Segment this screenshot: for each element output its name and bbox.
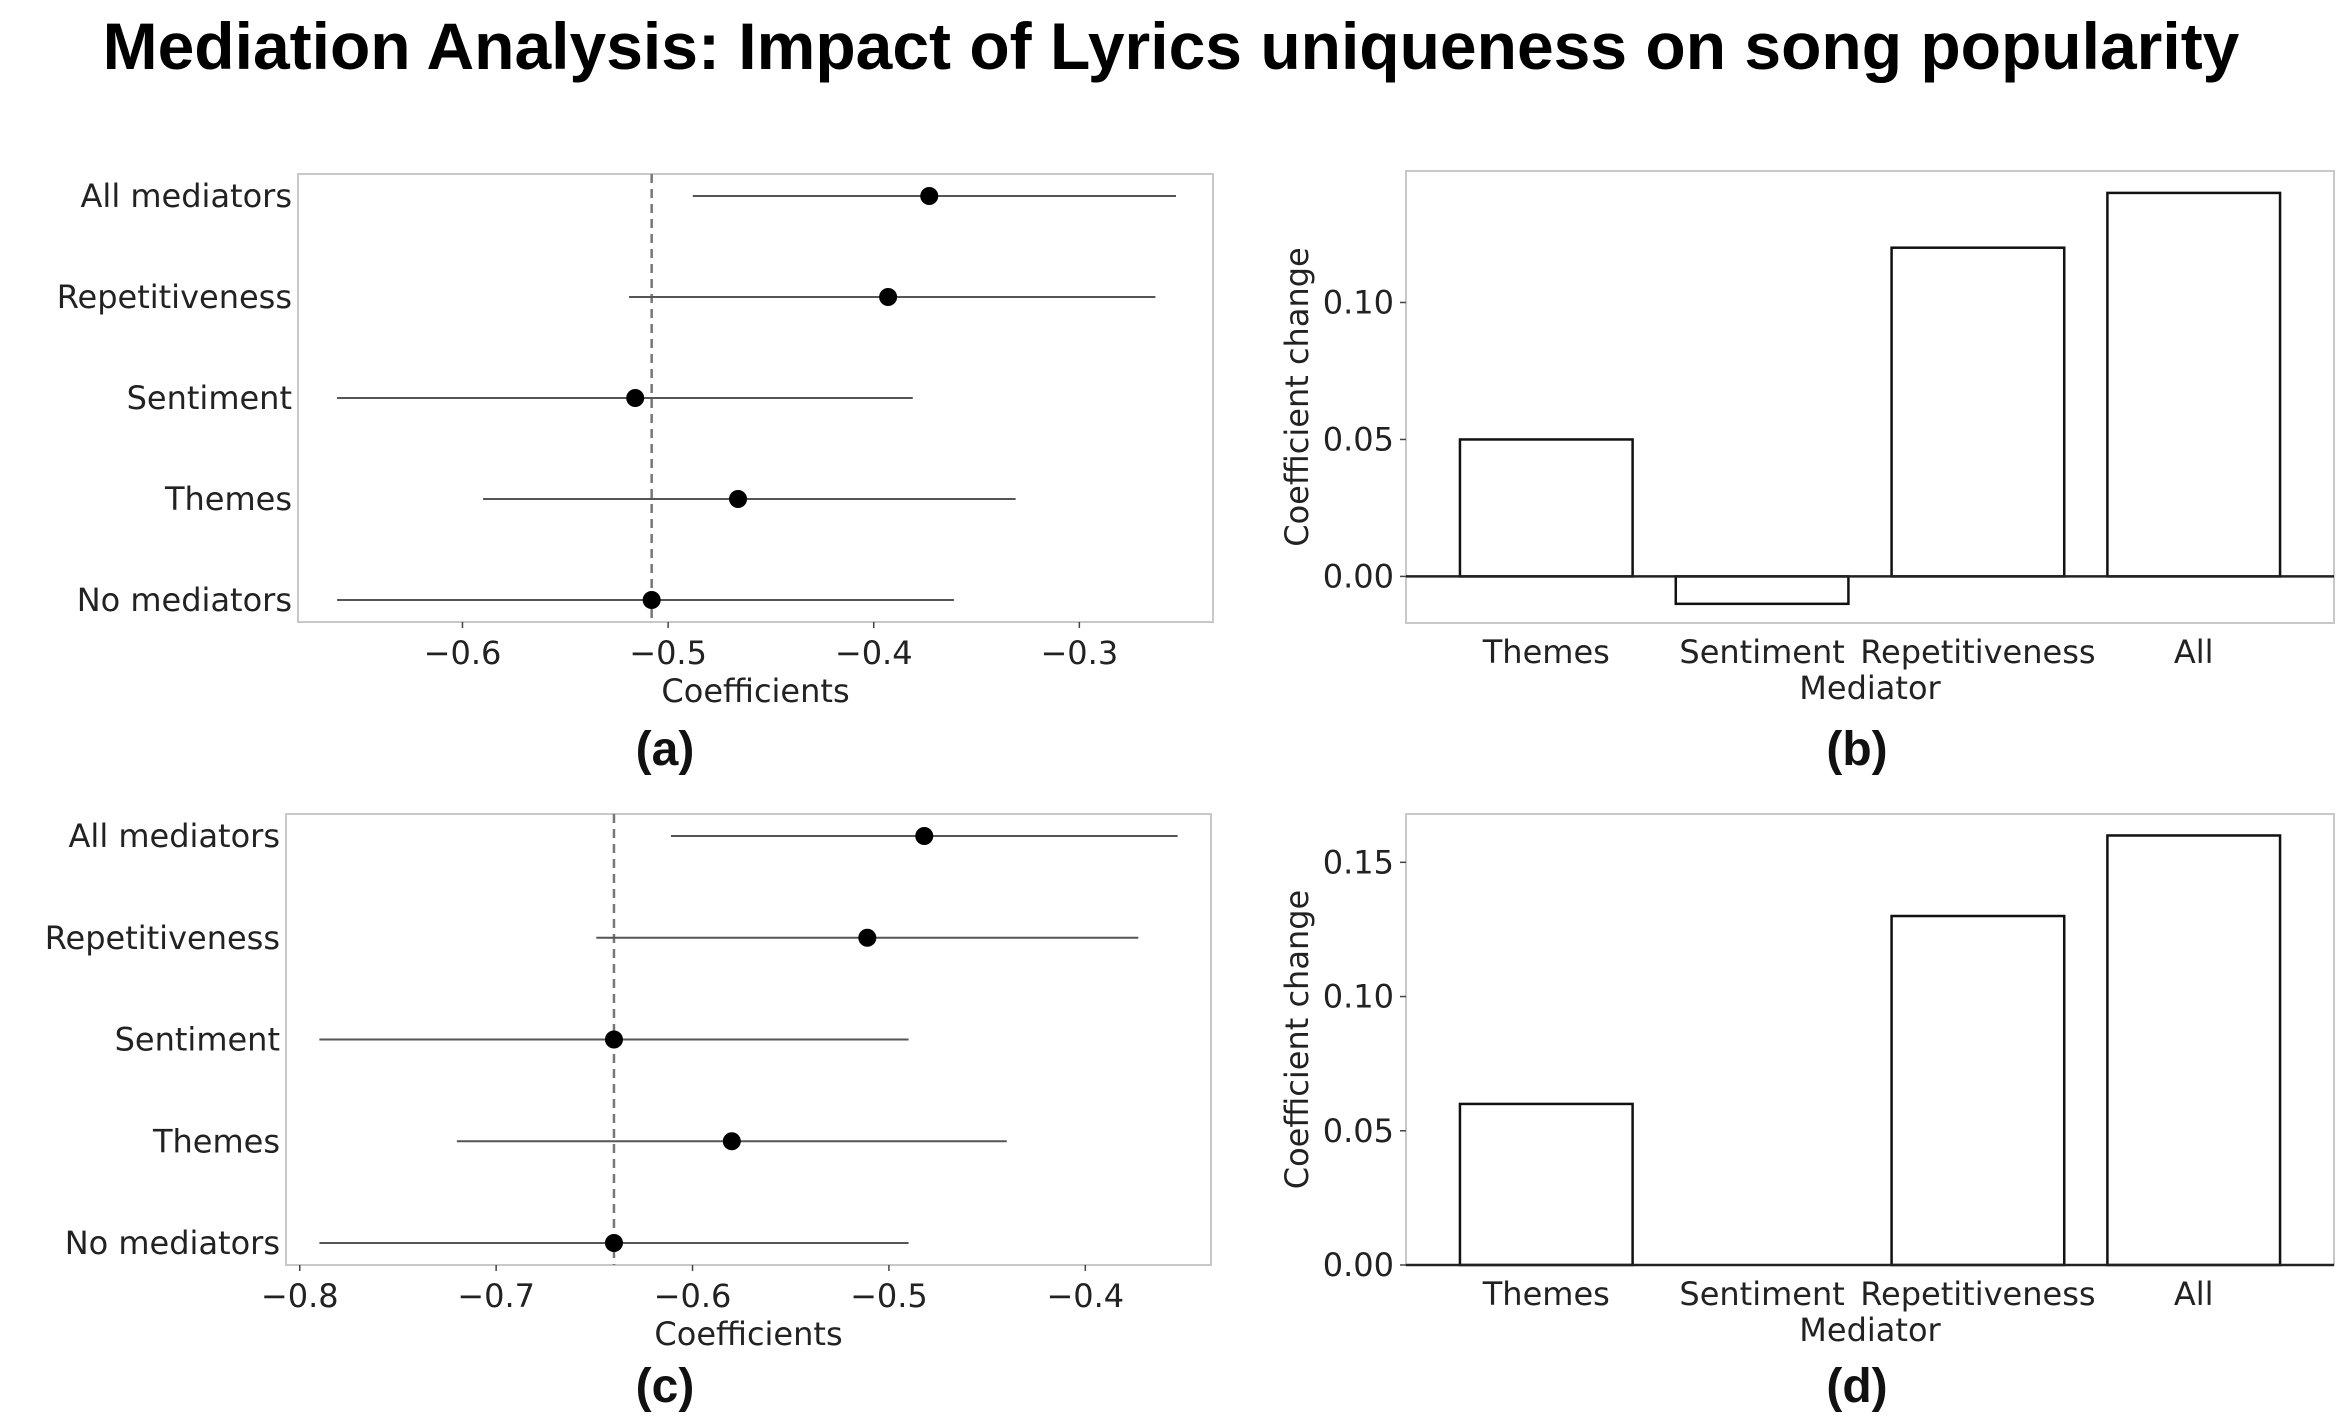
y-tick-label: No mediators [65,1224,280,1262]
x-axis-label: Mediator [1799,669,1941,707]
bar [1890,914,2066,1267]
y-tick-label: All mediators [81,177,292,215]
y-tick-label: 0.15 [1323,843,1394,881]
estimate-point [722,1132,741,1151]
panel-label: (c) [636,1360,695,1413]
plot-frame [285,813,1212,1266]
estimate-point [604,1234,623,1252]
y-tick-label: No mediators [77,581,292,619]
y-tick-label: 0.10 [1323,283,1394,321]
chart-title: Mediation Analysis: Impact of Lyrics uni… [102,9,2240,83]
estimate-point [729,490,748,508]
x-tick-label: All [2174,1275,2214,1313]
estimate-point [626,389,645,407]
x-axis-label: Coefficients [661,672,849,710]
x-tick-label: −0.5 [850,1277,928,1315]
bar [1674,575,1850,606]
y-axis-label: Coefficient change [1278,890,1316,1189]
panel-label: (d) [1826,1360,1887,1413]
x-tick-label: −0.5 [629,634,707,672]
y-tick-label: 0.05 [1323,1112,1394,1150]
x-tick-label: −0.6 [654,1277,732,1315]
panel-label: (b) [1826,723,1887,776]
x-tick-label: Repetitiveness [1860,1275,2095,1313]
x-axis-label: Coefficients [654,1315,842,1353]
estimate-point [642,591,661,609]
estimate-point [879,288,898,306]
plot-frame [297,173,1214,623]
y-tick-label: Repetitiveness [45,919,280,957]
x-tick-label: −0.3 [1040,634,1118,672]
y-axis-label: Coefficient change [1278,247,1316,546]
y-tick-label: 0.00 [1323,557,1394,595]
y-tick-label: Sentiment [127,379,292,417]
y-tick-label: 0.05 [1323,420,1394,458]
y-tick-label: Themes [152,1122,280,1160]
estimate-point [920,187,939,205]
bar [2106,834,2282,1267]
x-tick-label: Themes [1482,1275,1610,1313]
plot-frame [1405,170,2335,624]
estimate-point [604,1030,623,1049]
x-tick-label: −0.4 [835,634,913,672]
y-tick-label: Themes [164,480,292,518]
x-tick-label: −0.4 [1046,1277,1124,1315]
y-tick-label: Sentiment [115,1021,280,1059]
bar [2106,191,2282,578]
panel-label: (a) [636,723,695,776]
bar [1458,1102,1634,1267]
x-tick-label: Sentiment [1679,1275,1844,1313]
x-axis-label: Mediator [1799,1311,1941,1349]
x-tick-label: Sentiment [1679,633,1844,671]
x-tick-label: −0.7 [457,1277,535,1315]
x-tick-label: Themes [1482,633,1610,671]
estimate-point [858,928,877,947]
x-tick-label: All [2174,633,2214,671]
y-tick-label: Repetitiveness [57,278,292,316]
x-tick-label: −0.8 [261,1277,339,1315]
x-tick-label: Repetitiveness [1860,633,2095,671]
bar [1890,246,2066,578]
y-tick-label: 0.00 [1323,1246,1394,1284]
estimate-point [915,827,934,845]
y-tick-label: All mediators [69,817,280,855]
y-tick-label: 0.10 [1323,978,1394,1016]
x-tick-label: −0.6 [424,634,502,672]
